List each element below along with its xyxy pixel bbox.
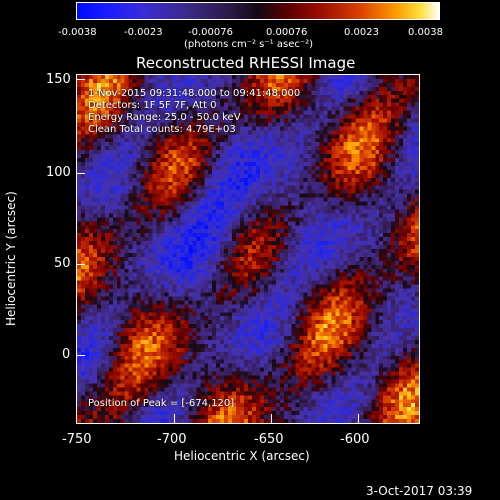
- colorbar-tick: 0.0038: [408, 27, 443, 38]
- y-tick-label: 50: [54, 256, 71, 271]
- x-tick-mark: [271, 414, 272, 423]
- colorbar-unit: (photons cm⁻² s⁻¹ asec⁻²): [184, 39, 314, 50]
- clean-annotation: Clean Total counts: 4.79E+03: [88, 124, 236, 135]
- y-tick-mark: [76, 355, 85, 356]
- x-tick-label: -650: [254, 432, 284, 447]
- y-axis-label: Heliocentric Y (arcsec): [4, 191, 18, 326]
- time-annotation: 1-Nov-2015 09:31:48.000 to 09:41:48.000: [88, 88, 301, 99]
- render-timestamp: 3-Oct-2017 03:39: [366, 484, 473, 498]
- rhessi-image: [76, 74, 420, 424]
- y-tick-mark: [76, 79, 85, 80]
- x-tick-label: -750: [62, 432, 92, 447]
- colorbar: [76, 2, 440, 20]
- colorbar-tick: 0.00076: [266, 27, 308, 38]
- x-tick-mark: [358, 414, 359, 423]
- energy-annotation: Energy Range: 25.0 - 50.0 keV: [88, 112, 241, 123]
- x-tick-label: -700: [157, 432, 187, 447]
- y-tick-mark: [76, 173, 85, 174]
- colorbar-tick: -0.0023: [124, 27, 163, 38]
- heatmap-canvas: [77, 75, 419, 423]
- peak-annotation: Position of Peak = [-674,120]: [88, 398, 235, 409]
- colorbar-tick: -0.0038: [58, 27, 97, 38]
- colorbar-tick: -0.00076: [188, 27, 233, 38]
- y-tick-label: 0: [62, 347, 71, 362]
- y-tick-label: 100: [46, 165, 71, 180]
- x-tick-label: -600: [340, 432, 370, 447]
- colorbar-tick: 0.0023: [344, 27, 379, 38]
- detectors-annotation: Detectors: 1F 5F 7F, Att 0: [88, 100, 217, 111]
- y-tick-mark: [76, 264, 85, 265]
- x-tick-mark: [76, 414, 77, 423]
- y-tick-label: 150: [46, 72, 71, 87]
- x-axis-label: Heliocentric X (arcsec): [174, 449, 310, 463]
- image-title: Reconstructed RHESSI Image: [136, 54, 356, 72]
- x-tick-mark: [174, 414, 175, 423]
